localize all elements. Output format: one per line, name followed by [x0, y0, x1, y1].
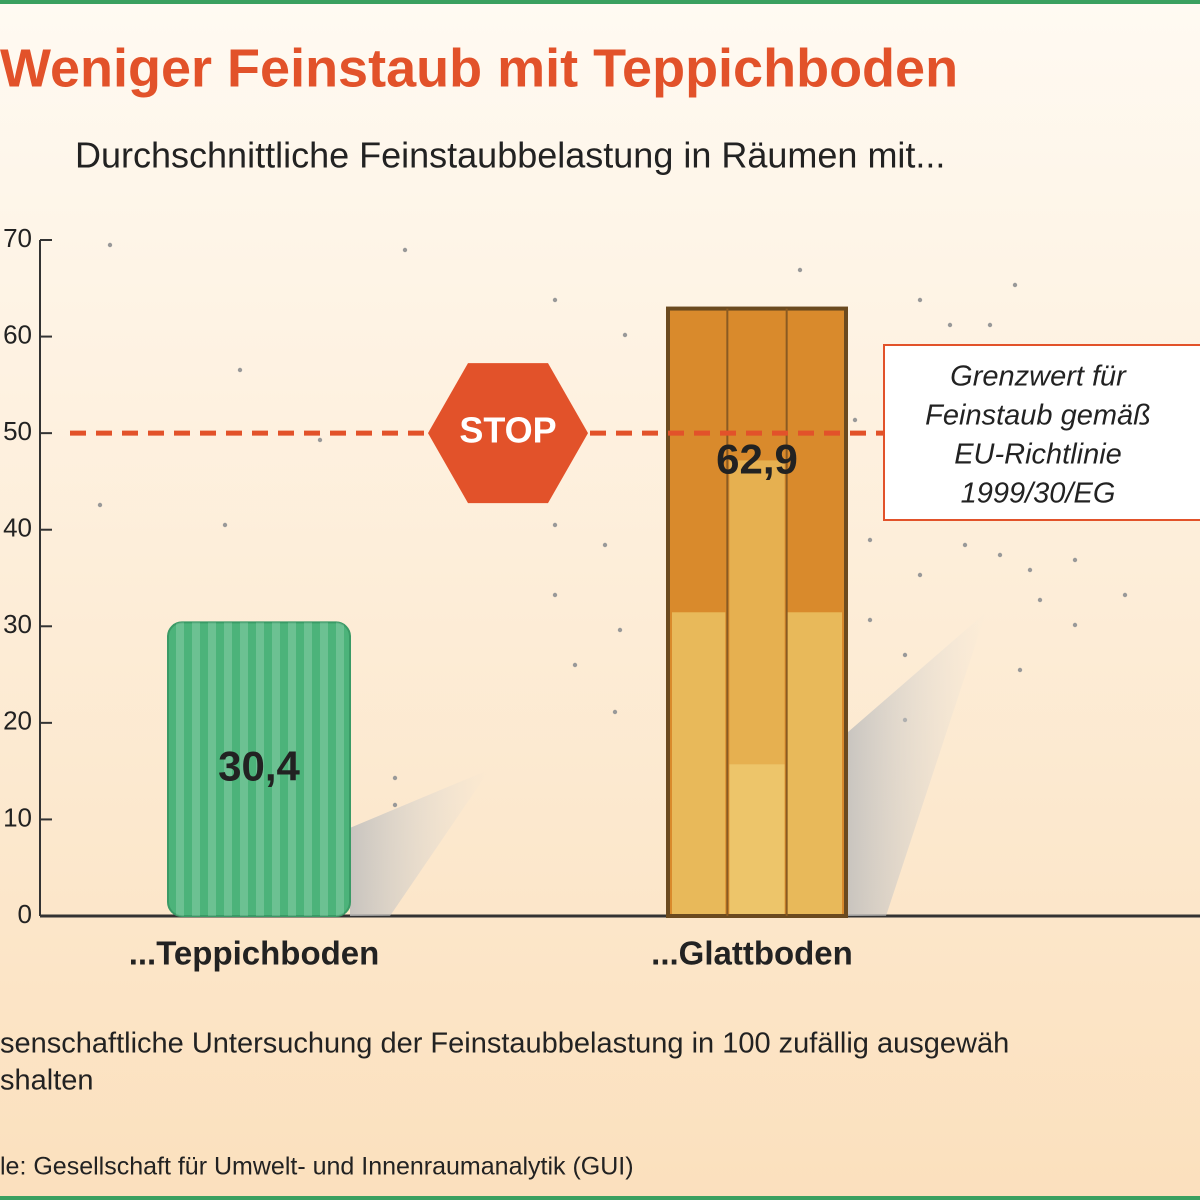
dust-dot: [797, 267, 803, 273]
y-tick-label: 30: [3, 609, 32, 639]
dust-dot: [602, 542, 608, 548]
annotation-text: EU-Richtlinie: [954, 439, 1122, 471]
y-tick-label: 20: [3, 706, 32, 736]
dust-dot: [1037, 597, 1043, 603]
dust-dot: [1072, 622, 1078, 628]
chart-subtitle: Durchschnittliche Feinstaubbelastung in …: [75, 135, 945, 176]
dust-dot: [222, 522, 228, 528]
source: le: Gesellschaft für Umwelt- und Innenra…: [0, 1153, 634, 1181]
dust-dot: [317, 437, 323, 443]
dust-dot: [107, 242, 113, 248]
annotation-text: 1999/30/EG: [961, 478, 1116, 510]
footnote: senschaftliche Untersuchung der Feinstau…: [0, 1028, 1009, 1060]
dust-dots: [97, 242, 1128, 808]
dust-dot: [572, 662, 578, 668]
dust-dot: [962, 542, 968, 548]
dust-dot: [902, 652, 908, 658]
dust-dot: [917, 572, 923, 578]
bar-plank: [729, 460, 785, 765]
dust-dot: [1012, 282, 1018, 288]
dust-dot: [1027, 567, 1033, 573]
stop-label: STOP: [459, 410, 556, 451]
dust-dot: [867, 537, 873, 543]
dust-dot: [392, 775, 398, 781]
x-tick-label: ...Teppichboden: [129, 935, 380, 972]
y-tick-label: 0: [18, 899, 32, 929]
dust-dot: [987, 322, 993, 328]
dust-dot: [392, 802, 398, 808]
x-tick-label: ...Glattboden: [651, 935, 853, 972]
value-label: 62,9: [716, 435, 798, 482]
stop-sign: [428, 363, 588, 504]
dust-dot: [402, 247, 408, 253]
bar-plank: [786, 612, 842, 914]
bar-plank: [672, 612, 726, 914]
dust-dot: [1017, 667, 1023, 673]
dust-dot: [997, 552, 1003, 558]
dust-dot: [917, 297, 923, 303]
dust-dot: [947, 322, 953, 328]
y-tick-label: 50: [3, 416, 32, 446]
y-tick-label: 40: [3, 513, 32, 543]
dust-dot: [867, 617, 873, 623]
dust-dot: [552, 592, 558, 598]
footnote: shalten: [0, 1065, 94, 1097]
dust-dot: [617, 627, 623, 633]
bar-plank: [729, 764, 785, 914]
dust-dot: [552, 297, 558, 303]
annotation-text: Feinstaub gemäß: [925, 400, 1151, 432]
dust-dot: [612, 709, 618, 715]
y-tick-label: 10: [3, 802, 32, 832]
dust-dot: [622, 332, 628, 338]
dust-dot: [237, 367, 243, 373]
border-bottom: [0, 1196, 1200, 1200]
bar-shadow: [846, 612, 986, 916]
dust-dot: [552, 522, 558, 528]
y-tick-label: 70: [3, 223, 32, 253]
dust-dot: [1122, 592, 1128, 598]
bar-stripes: [168, 622, 350, 916]
border-top: [0, 0, 1200, 4]
bar-shadow: [350, 769, 490, 916]
chart-title: Weniger Feinstaub mit Teppichboden: [0, 38, 958, 98]
annotation-text: Grenzwert für: [950, 361, 1127, 393]
annotation-box: [883, 344, 1200, 521]
dust-dot: [1072, 557, 1078, 563]
dust-dot: [852, 417, 858, 423]
dust-dot: [97, 502, 103, 508]
value-label: 30,4: [218, 742, 300, 789]
y-tick-label: 60: [3, 319, 32, 349]
